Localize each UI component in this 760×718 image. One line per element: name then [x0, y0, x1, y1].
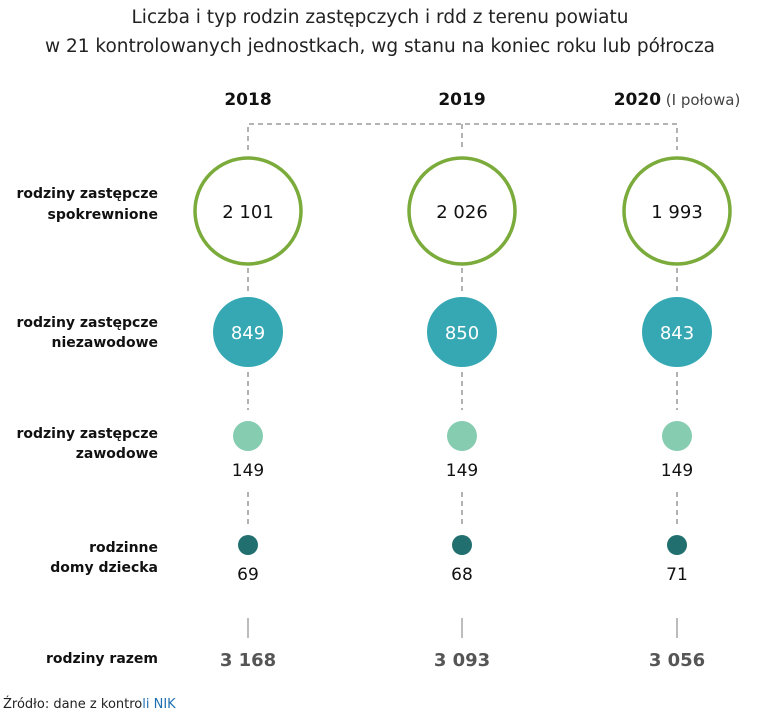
bubble-outline — [407, 156, 517, 266]
row-label: niezawodowe — [52, 335, 158, 351]
bubble — [238, 535, 258, 555]
value-label: 2 101 — [222, 202, 274, 223]
value-label: 843 — [660, 323, 694, 344]
row-label: spokrewnione — [48, 207, 158, 223]
value-label: 1 993 — [651, 202, 703, 223]
value-label: 71 — [666, 565, 688, 585]
value-label: 849 — [231, 323, 265, 344]
value-label: 149 — [446, 461, 478, 481]
chart-title: Liczba i typ rodzin zastępczych i rdd z … — [0, 3, 760, 61]
bubble — [233, 421, 263, 451]
bubble — [667, 535, 687, 555]
value-label: 2 026 — [436, 202, 488, 223]
bubble — [447, 421, 477, 451]
bubble — [452, 535, 472, 555]
total-value: 3 093 — [434, 650, 490, 671]
row-label: domy dziecka — [50, 560, 158, 576]
total-value: 3 168 — [220, 650, 276, 671]
row-label: rodziny zastępcze — [16, 426, 158, 442]
connector-bracket — [247, 123, 678, 150]
row-label: zawodowe — [76, 446, 158, 462]
bubble — [642, 297, 712, 367]
year-label-2018: 2018 — [224, 90, 271, 110]
row-label: rodziny zastępcze — [16, 315, 158, 331]
bubble-outline — [622, 156, 732, 266]
bubble — [662, 421, 692, 451]
source-note: Źródło: dane z kontroli NIK — [3, 697, 176, 712]
year-label-2020: 2020 (I połowa) — [614, 90, 741, 110]
year-label-2019: 2019 — [438, 90, 485, 110]
value-label: 149 — [232, 461, 264, 481]
bubble — [427, 297, 497, 367]
source-link: li NIK — [142, 697, 176, 712]
value-label: 850 — [445, 323, 479, 344]
value-label: 69 — [237, 565, 259, 585]
bubble — [213, 297, 283, 367]
value-label: 149 — [661, 461, 693, 481]
title-line-2: w 21 kontrolowanych jednostkach, wg stan… — [44, 36, 715, 57]
row-label: rodzinne — [89, 540, 158, 556]
title-line-1: Liczba i typ rodzin zastępczych i rdd z … — [131, 7, 629, 28]
bubble-outline — [193, 156, 303, 266]
value-label: 68 — [451, 565, 473, 585]
row-label: rodziny zastępcze — [16, 186, 158, 202]
total-value: 3 056 — [649, 650, 705, 671]
source-text: Źródło: dane z kontro — [3, 697, 143, 712]
total-label: rodziny razem — [46, 651, 158, 667]
